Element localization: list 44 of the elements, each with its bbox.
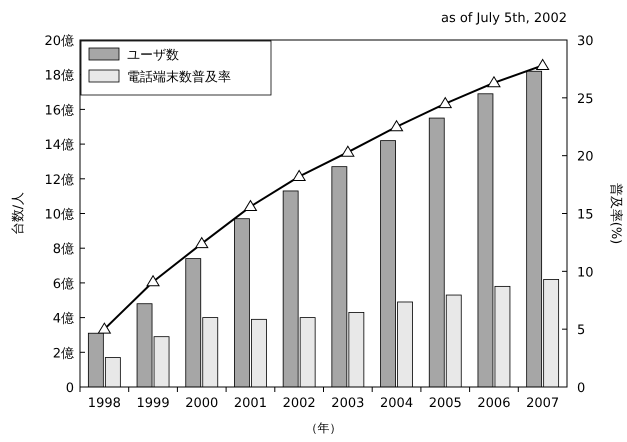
x-tick-label: 2000 <box>185 396 218 411</box>
y2-tick-label: 0 <box>577 381 586 396</box>
x-tick-label: 2006 <box>477 396 510 411</box>
y2-axis-title: 普及率(%) <box>608 182 624 244</box>
y-axis-title: 台数/人 <box>11 192 26 236</box>
x-tick-label: 2003 <box>331 396 364 411</box>
x-tick-label: 1998 <box>88 396 121 411</box>
x-tick-label: 2001 <box>234 396 267 411</box>
legend-label: ユーザ数 <box>127 48 179 63</box>
y2-tick-label: 25 <box>577 92 594 107</box>
y2-tick-label: 20 <box>577 150 594 165</box>
y-tick-label: 2億 <box>52 346 74 362</box>
legend-label: 電話端末数普及率 <box>127 69 231 85</box>
x-axis-title: （年） <box>306 421 342 435</box>
x-tick-label: 2005 <box>428 396 462 411</box>
y-tick-label: 14億 <box>44 138 74 154</box>
y2-tick-label: 15 <box>577 208 594 222</box>
y2-tick-label: 10 <box>577 265 594 280</box>
point <box>536 58 550 70</box>
point <box>98 322 111 334</box>
y-tick-label: 0 <box>66 381 74 396</box>
point <box>438 97 452 108</box>
x-tick-label: 2002 <box>282 396 316 411</box>
point <box>146 275 160 286</box>
y-tick-label: 10億 <box>44 208 74 222</box>
point <box>195 237 208 248</box>
point <box>292 170 306 181</box>
y-tick-label: 6億 <box>52 276 74 292</box>
y-tick-label: 16億 <box>44 103 74 118</box>
y-tick-label: 8億 <box>52 242 74 258</box>
point <box>487 76 500 88</box>
point <box>341 146 354 157</box>
point <box>244 200 257 212</box>
y-tick-label: 12億 <box>44 172 74 188</box>
x-tick-label: 1999 <box>136 396 170 411</box>
x-tick-label: 2007 <box>526 396 560 411</box>
x-tick-label: 2004 <box>380 396 414 411</box>
y2-tick-label: 5 <box>577 323 586 338</box>
point <box>390 120 404 132</box>
y2-tick-label: 30 <box>577 34 594 49</box>
text: as of July 5th, 2002 <box>440 11 567 26</box>
y-tick-label: 18億 <box>44 68 74 84</box>
y-tick-label: 4億 <box>52 312 74 327</box>
y-tick-label: 20億 <box>44 34 74 49</box>
